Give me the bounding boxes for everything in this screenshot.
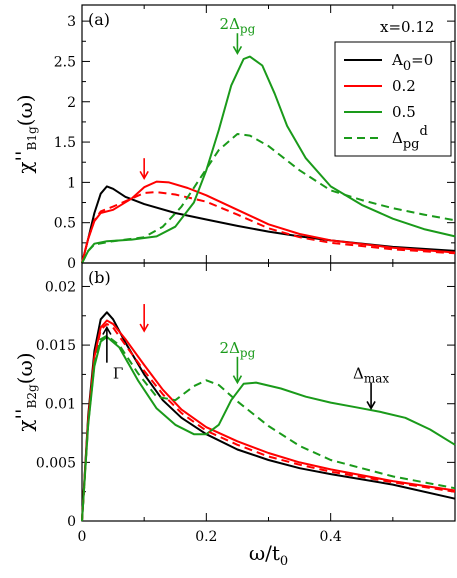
series-line bbox=[81, 180, 456, 264]
y-tick-label: 1 bbox=[67, 175, 76, 191]
annotation-label: Δmax bbox=[353, 365, 389, 386]
y-axis-label: χ''B2g(ω) bbox=[11, 352, 39, 431]
series-line bbox=[81, 335, 456, 522]
x-tick-label: 0 bbox=[78, 529, 87, 545]
annotation-arrowhead bbox=[139, 323, 149, 333]
series-line bbox=[81, 191, 456, 264]
y-tick-label: 0.02 bbox=[45, 279, 76, 295]
y-axis-label: χ''B1g(ω) bbox=[11, 94, 39, 173]
series-line bbox=[81, 133, 456, 264]
legend-label: 0.5 bbox=[392, 103, 416, 121]
y-tick-label: 0 bbox=[67, 514, 76, 530]
annotation-label: Γ bbox=[113, 365, 123, 383]
legend-label: 0.2 bbox=[392, 77, 416, 95]
legend-label: A0=0 bbox=[391, 51, 433, 74]
annotation-label: 2Δpg bbox=[220, 15, 256, 36]
annotation-label: 2Δpg bbox=[220, 339, 256, 360]
annotation-arrowhead bbox=[102, 325, 112, 335]
series-line bbox=[81, 323, 456, 522]
y-tick-label: 0.01 bbox=[45, 397, 76, 413]
x-tick-label: 0.2 bbox=[195, 529, 217, 545]
series-line bbox=[81, 319, 456, 522]
y-tick-label: 0.5 bbox=[54, 216, 76, 232]
y-tick-label: 2 bbox=[67, 95, 76, 111]
annotation-text: x=0.12 bbox=[380, 18, 434, 36]
series-line bbox=[81, 311, 456, 522]
y-tick-label: 0.005 bbox=[36, 455, 76, 471]
annotation-arrowhead bbox=[232, 375, 243, 385]
series-line bbox=[81, 334, 456, 522]
y-tick-label: 3 bbox=[67, 14, 76, 30]
annotation-arrowhead bbox=[366, 401, 376, 411]
y-tick-label: 0 bbox=[67, 256, 76, 272]
series-line bbox=[81, 185, 456, 264]
y-tick-label: 2.5 bbox=[54, 54, 76, 70]
y-tick-label: 0.015 bbox=[36, 338, 76, 354]
x-axis-label: ω/t0 bbox=[249, 541, 288, 569]
legend-label: Δpgd bbox=[392, 124, 428, 152]
annotation-arrowhead bbox=[232, 45, 243, 55]
x-tick-label: 0.4 bbox=[320, 529, 342, 545]
annotation-arrowhead bbox=[139, 170, 149, 180]
y-tick-label: 1.5 bbox=[54, 135, 76, 151]
panel-label: (a) bbox=[88, 10, 110, 29]
panel-label: (b) bbox=[88, 268, 111, 287]
